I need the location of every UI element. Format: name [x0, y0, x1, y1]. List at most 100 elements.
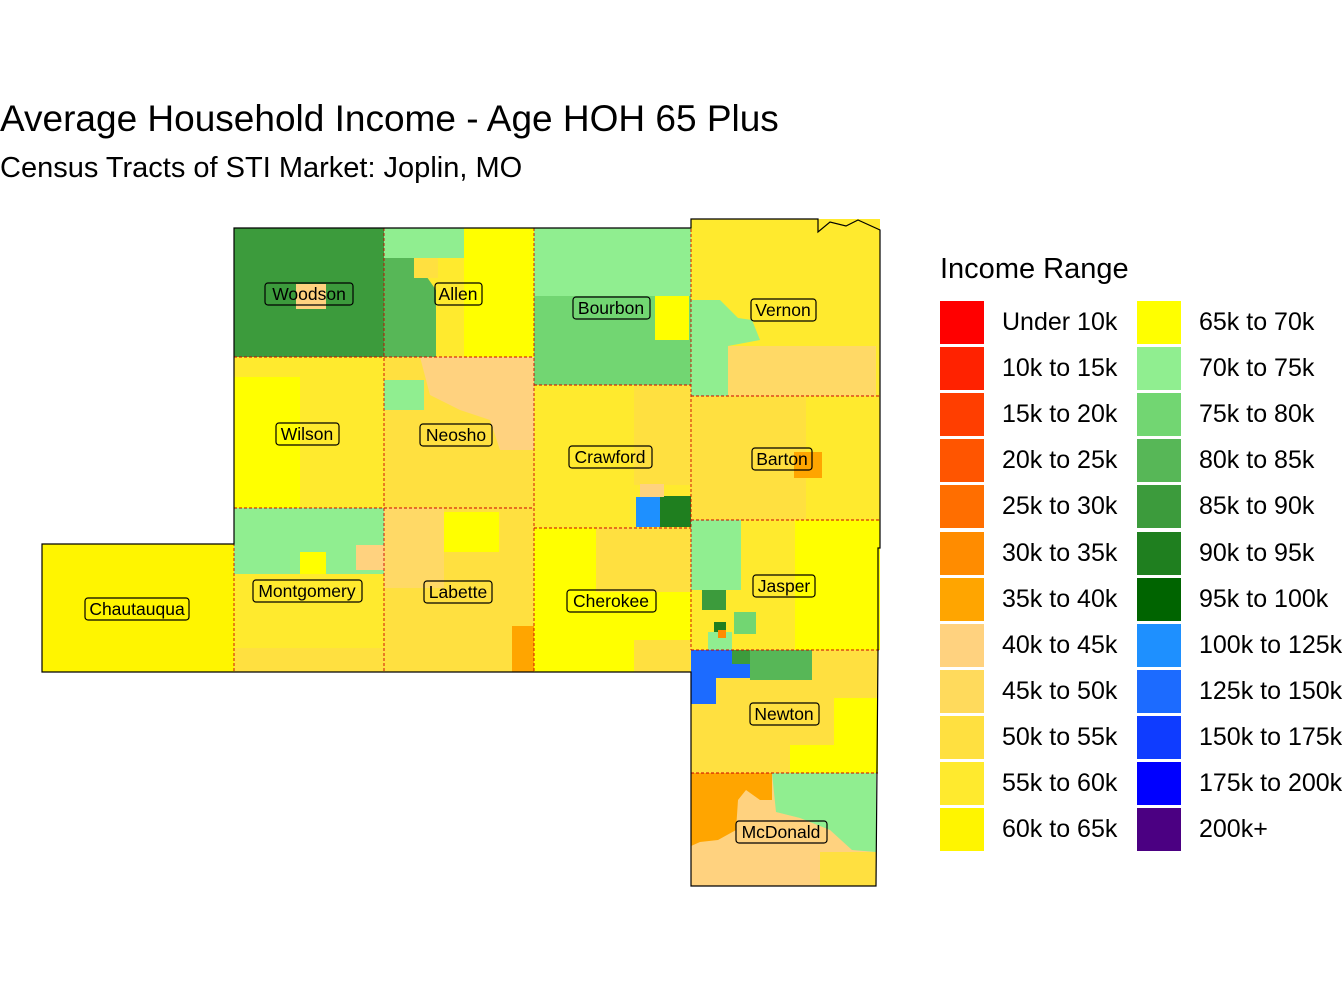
tract [636, 497, 660, 527]
tract [718, 630, 726, 638]
county-label-vernon: Vernon [750, 298, 817, 322]
tract [596, 528, 691, 592]
legend-swatch [940, 762, 984, 805]
tract [384, 508, 444, 588]
county-label-montgomery: Montgomery [252, 579, 363, 603]
legend: Under 10k 10k to 15k 15k to 20k 20k to 25k 2… [940, 300, 1344, 852]
legend-swatch [1137, 393, 1181, 437]
tract [420, 357, 534, 450]
legend-title: Income Range [940, 253, 1129, 285]
market-outline [41, 218, 881, 887]
legend-swatch [940, 808, 984, 852]
tract [640, 484, 664, 497]
county-label-bourbon: Bourbon [572, 296, 651, 320]
legend-label: 90k to 95k [1199, 538, 1315, 567]
county-name: Bourbon [578, 298, 644, 318]
legend-label: 30k to 35k [1002, 538, 1118, 567]
legend-swatch [940, 669, 984, 713]
county-name: Cherokee [573, 591, 649, 611]
county-name: Allen [439, 284, 478, 304]
tract [384, 258, 436, 357]
legend-label: 125k to 150k [1199, 676, 1343, 705]
legend-swatch [1137, 347, 1181, 391]
legend-swatch [1137, 485, 1181, 529]
county-area-chautauqua [42, 544, 234, 672]
tract [820, 852, 876, 886]
county-name: Vernon [755, 300, 810, 320]
county-label-barton: Barton [751, 447, 813, 471]
county-name: Chautauqua [89, 599, 185, 619]
tract [300, 552, 326, 574]
county-label-mcdonald: McDonald [735, 820, 828, 844]
legend-label: 175k to 200k [1199, 769, 1343, 797]
county-name: Newton [754, 704, 813, 724]
legend-label: 95k to 100k [1199, 584, 1329, 613]
legend-label: 200k+ [1199, 815, 1268, 844]
county-name: Wilson [281, 424, 334, 444]
tract [655, 296, 689, 340]
legend-swatch [1137, 439, 1181, 483]
county-name: Barton [756, 449, 808, 469]
tract [732, 650, 750, 664]
county-label-chautauqua: Chautauqua [84, 597, 190, 621]
legend-label: 75k to 80k [1199, 400, 1315, 429]
map-title: Average Household Income - Age HOH 65 Pl… [0, 98, 779, 139]
legend-swatch [940, 347, 984, 391]
choropleth-map: Woodson Allen Bourbon Vernon Wilson Neos… [41, 218, 881, 887]
county-name: Labette [429, 582, 487, 602]
legend-label: 55k to 60k [1002, 769, 1118, 797]
legend-swatch [1137, 623, 1181, 667]
legend-swatch [1137, 301, 1181, 344]
legend-swatch [1137, 808, 1181, 852]
county-label-labette: Labette [423, 580, 493, 604]
legend-swatch [1137, 669, 1181, 713]
tract [734, 612, 756, 634]
legend-label: 15k to 20k [1002, 400, 1118, 429]
legend-label: 70k to 75k [1199, 354, 1315, 383]
county-label-allen: Allen [434, 282, 483, 306]
map-subtitle: Census Tracts of STI Market: Joplin, MO [0, 152, 523, 184]
tract [795, 520, 880, 650]
tract [444, 512, 499, 552]
legend-label: 35k to 40k [1002, 584, 1118, 613]
legend-swatch [940, 485, 984, 529]
census-tracts [234, 220, 880, 886]
legend-label: Under 10k [1002, 308, 1118, 336]
county-label-jasper: Jasper [752, 574, 816, 598]
tract [691, 650, 752, 704]
tract [414, 258, 438, 278]
legend-label: 80k to 85k [1199, 446, 1315, 475]
legend-swatch [940, 577, 984, 621]
legend-swatch [940, 531, 984, 575]
tract [464, 228, 534, 357]
tract [803, 228, 880, 348]
legend-swatch [1137, 762, 1181, 805]
county-label-cherokee: Cherokee [566, 589, 657, 613]
tract [634, 385, 691, 485]
legend-label: 100k to 125k [1199, 630, 1343, 659]
tract [356, 545, 384, 570]
county-borders [233, 219, 880, 774]
legend-label: 50k to 55k [1002, 722, 1118, 751]
tract [772, 773, 876, 852]
legend-label: 25k to 30k [1002, 492, 1118, 521]
county-label-woodson: Woodson [264, 282, 354, 306]
tract [790, 745, 834, 773]
legend-swatch [1137, 577, 1181, 621]
tract [691, 773, 772, 846]
county-label-crawford: Crawford [568, 445, 653, 469]
legend-label: 60k to 65k [1002, 815, 1118, 844]
legend-swatch [940, 715, 984, 759]
tract [300, 377, 384, 508]
tract [534, 228, 691, 296]
tract [384, 228, 464, 258]
tract [384, 380, 424, 410]
legend-label: 40k to 45k [1002, 630, 1118, 659]
county-name: Neosho [426, 425, 486, 445]
tract [728, 346, 876, 396]
tract [834, 698, 878, 773]
legend-label: 45k to 50k [1002, 676, 1118, 705]
county-label-neosho: Neosho [419, 423, 493, 447]
legend-swatch [940, 393, 984, 437]
tract [702, 590, 726, 610]
